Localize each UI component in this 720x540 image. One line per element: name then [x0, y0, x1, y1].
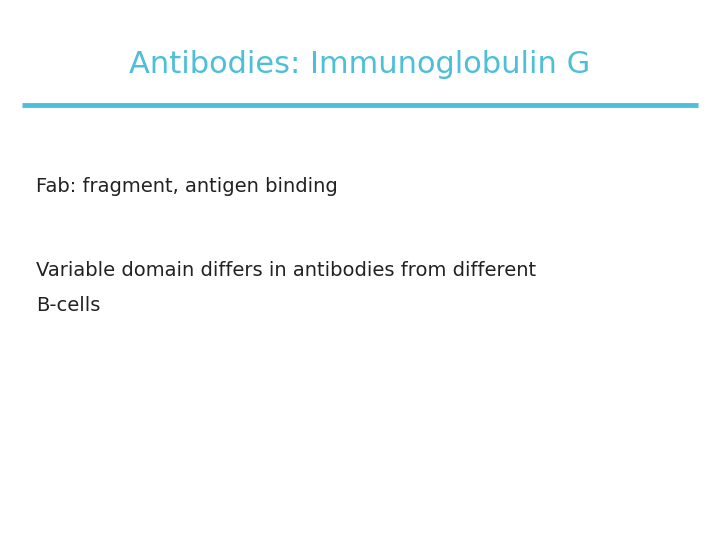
Text: Variable domain differs in antibodies from different: Variable domain differs in antibodies fr… — [36, 260, 536, 280]
Text: Fab: fragment, antigen binding: Fab: fragment, antigen binding — [36, 177, 338, 196]
Text: Antibodies: Immunoglobulin G: Antibodies: Immunoglobulin G — [130, 50, 590, 79]
Text: B-cells: B-cells — [36, 295, 100, 315]
